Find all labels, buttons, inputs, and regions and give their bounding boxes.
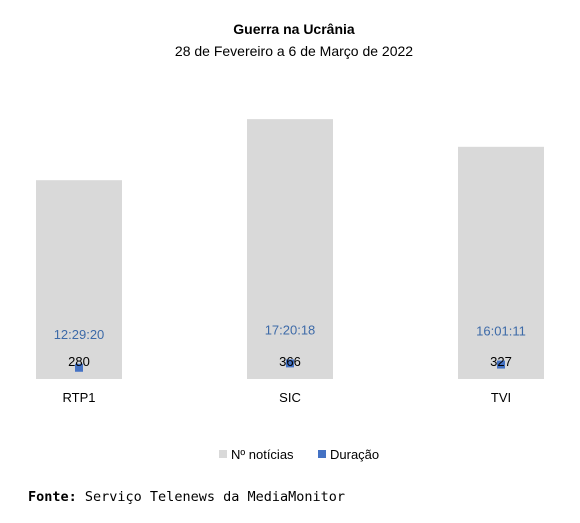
duration-marker-tvi bbox=[497, 360, 505, 369]
category-label: SIC bbox=[279, 390, 301, 405]
category-label: RTP1 bbox=[63, 390, 96, 405]
bar-rtp1 bbox=[36, 180, 122, 379]
legend-duracao: Duração bbox=[318, 447, 379, 462]
bar-value-label: 327 bbox=[490, 354, 512, 369]
duration-marker-sic bbox=[286, 359, 294, 368]
legend-label: Duração bbox=[330, 447, 379, 462]
source-note: Fonte: Serviço Telenews da MediaMonitor bbox=[28, 489, 345, 505]
category-label: TVI bbox=[491, 390, 511, 405]
source-text: Serviço Telenews da MediaMonitor bbox=[76, 489, 345, 505]
duration-label: 16:01:11 bbox=[476, 324, 526, 339]
legend-swatch bbox=[219, 450, 227, 458]
legend-label: Nº notícias bbox=[231, 447, 294, 462]
legend-noticias: Nº notícias bbox=[219, 447, 294, 462]
bar-value-label: 280 bbox=[68, 354, 90, 369]
duration-marker-rtp1 bbox=[75, 363, 83, 372]
duration-label: 12:29:20 bbox=[54, 327, 105, 342]
chart-title: Guerra na Ucrânia bbox=[233, 21, 355, 37]
duration-label: 17:20:18 bbox=[265, 322, 316, 337]
bar-tvi bbox=[458, 146, 544, 379]
bar-value-label: 366 bbox=[279, 354, 301, 369]
source-label: Fonte: bbox=[28, 489, 77, 505]
legend-swatch bbox=[318, 450, 326, 458]
chart-subtitle: 28 de Fevereiro a 6 de Março de 2022 bbox=[175, 43, 413, 59]
bar-sic bbox=[247, 119, 333, 379]
